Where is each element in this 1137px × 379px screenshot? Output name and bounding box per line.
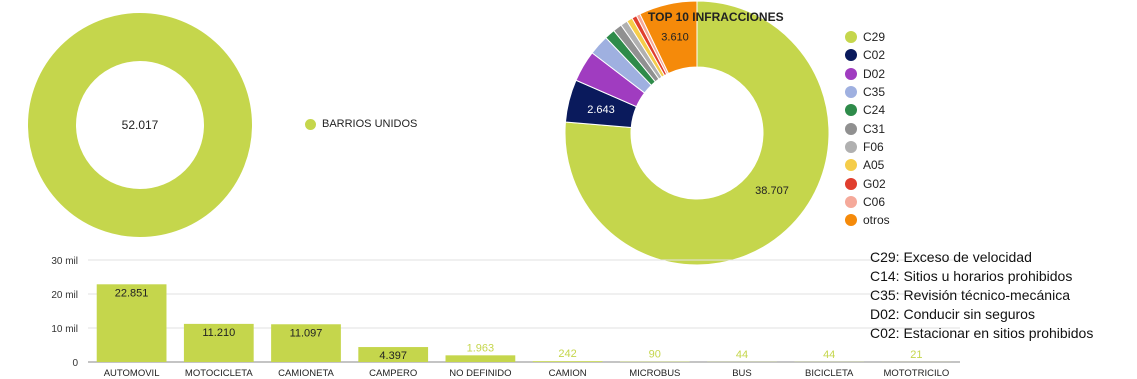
legend-item-c06: C06 <box>845 193 890 211</box>
legend-swatch-c35 <box>845 86 857 99</box>
x-tick-label-camioneta: CAMIONETA <box>278 368 334 379</box>
legend-label-c24: C24 <box>863 103 886 118</box>
y-tick-label-0: 0 <box>72 358 78 369</box>
bar-campero <box>358 347 429 362</box>
legend-label-c06: C06 <box>863 194 886 209</box>
legend-label-d02: D02 <box>863 66 886 81</box>
legend-label-otros: otros <box>863 213 890 228</box>
legend-swatch-c31 <box>845 122 857 135</box>
note-d02: D02: Conducir sin seguros <box>870 306 1035 322</box>
legend-item-c24: C24 <box>845 101 890 119</box>
bar-value-label-no-definido: 1.963 <box>467 342 495 354</box>
donut-slice-otros <box>639 0 698 75</box>
legend-swatch-c24 <box>845 104 857 117</box>
legend-item-g02: G02 <box>845 174 890 192</box>
bar-no-definido <box>445 355 516 362</box>
bar-value-label-campero: 4.397 <box>379 350 407 362</box>
donut-slice-c29 <box>564 0 830 266</box>
bar-automovil <box>96 284 167 362</box>
x-tick-label-motocicleta: MOTOCICLETA <box>185 368 253 379</box>
legend-label-c31: C31 <box>863 121 886 136</box>
legend-swatch-barrios <box>305 118 316 130</box>
legend-item-c02: C02 <box>845 46 890 64</box>
note-c29: C29: Exceso de velocidad <box>870 249 1032 265</box>
bar-motocicleta <box>183 323 254 362</box>
legend-item-c35: C35 <box>845 83 890 101</box>
bar-value-label-motocicleta: 11.210 <box>202 327 235 339</box>
legend-swatch-a05 <box>845 159 857 172</box>
bar-value-label-bicicleta: 44 <box>823 349 835 361</box>
legend-item-c31: C31 <box>845 119 890 137</box>
slice-label-c02: 2.643 <box>587 104 615 116</box>
x-tick-label-no-definido: NO DEFINIDO <box>449 368 511 379</box>
legend-label-c02: C02 <box>863 48 886 63</box>
y-tick-label-2: 20 mil <box>51 290 78 301</box>
legend-barrios: BARRIOS UNIDOS <box>305 118 417 130</box>
bar-value-label-automovil: 22.851 <box>115 287 149 299</box>
donut-center-label: 52.017 <box>122 118 159 132</box>
bar-value-label-camion: 242 <box>558 348 576 360</box>
bar-chart-vehiculos: 0 10 mil 20 mil 30 mil 22.851 AUTOMOVIL 11.210… <box>51 256 960 379</box>
legend-swatch-c02 <box>845 49 857 62</box>
legend-item-d02: D02 <box>845 65 890 83</box>
slice-label-otros: 3.610 <box>661 31 689 43</box>
x-tick-label-campero: CAMPERO <box>369 368 417 379</box>
bar-value-label-microbus: 90 <box>649 349 661 361</box>
bar-value-label-mototricilo: 21 <box>910 349 922 361</box>
note-c35: C35: Revisión técnico-mecánica <box>870 287 1070 303</box>
donut-chart-infracciones: 38.707 2.643 3.610 <box>564 0 830 266</box>
x-tick-label-microbus: MICROBUS <box>629 368 680 379</box>
legend-swatch-otros <box>845 214 857 227</box>
legend-item-otros: otros <box>845 211 890 229</box>
infraction-notes: C29: Exceso de velocidad C14: Sitios u h… <box>870 248 1093 343</box>
legend-swatch-d02 <box>845 67 857 80</box>
slice-label-c29: 38.707 <box>755 185 789 197</box>
y-tick-label-3: 30 mil <box>51 256 78 267</box>
x-tick-label-automovil: AUTOMOVIL <box>104 368 160 379</box>
legend-label-barrios: BARRIOS UNIDOS <box>322 118 418 130</box>
bar-camioneta <box>271 324 341 362</box>
legend-item-c29: C29 <box>845 28 890 46</box>
legend-item-f06: F06 <box>845 138 890 156</box>
x-tick-label-camion: CAMION <box>549 368 587 379</box>
legend-label-g02: G02 <box>863 176 886 191</box>
chart-title-infracciones: TOP 10 INFRACCIONES <box>648 10 784 24</box>
bar-value-label-bus: 44 <box>736 349 748 361</box>
legend-label-a05: A05 <box>863 158 885 173</box>
donut-slice-barrios-unidos <box>28 13 252 237</box>
legend-label-c29: C29 <box>863 30 886 45</box>
bar-value-label-camioneta: 11.097 <box>290 327 323 339</box>
x-tick-label-mototricilo: MOTOTRICILO <box>883 368 949 379</box>
x-tick-label-bus: BUS <box>732 368 752 379</box>
legend-swatch-f06 <box>845 140 857 153</box>
y-tick-label-1: 10 mil <box>51 324 78 335</box>
x-tick-label-bicicleta: BICICLETA <box>805 368 854 379</box>
donut-chart-barrios: 52.017 <box>28 13 252 237</box>
bar-camion <box>532 361 603 362</box>
legend-infracciones: C29 C02 D02 C35 C24 C31 F06 A05 G02 C06 otros <box>845 28 890 229</box>
legend-swatch-c06 <box>845 195 857 208</box>
legend-swatch-g02 <box>845 177 857 190</box>
note-c14: C14: Sitios u horarios prohibidos <box>870 268 1073 284</box>
legend-label-c35: C35 <box>863 85 886 100</box>
legend-label-f06: F06 <box>863 139 884 154</box>
note-c02: C02: Estacionar en sitios prohibidos <box>870 325 1094 341</box>
legend-item-a05: A05 <box>845 156 890 174</box>
legend-swatch-c29 <box>845 31 857 44</box>
